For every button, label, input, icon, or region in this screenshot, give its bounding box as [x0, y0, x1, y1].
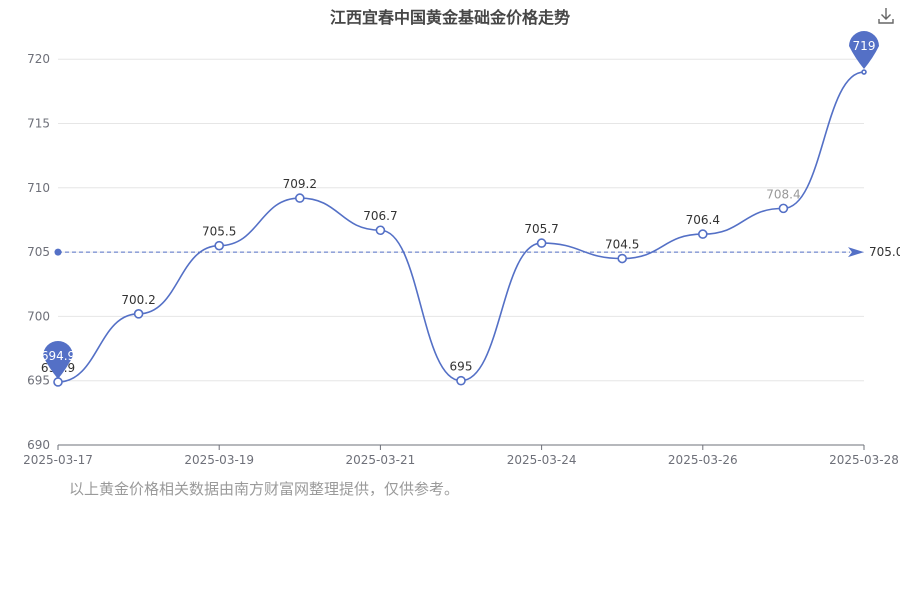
max-marker-label: 719	[853, 39, 876, 53]
series-line	[57, 71, 865, 383]
data-label: 706.4	[686, 213, 720, 227]
average-line-arrow	[848, 247, 864, 258]
footnote: 以上黄金价格相关数据由南方财富网整理提供，仅供参考。	[69, 480, 460, 498]
x-tick-label: 2025-03-28	[829, 453, 899, 467]
y-tick-label: 720	[27, 52, 50, 66]
data-label: 700.2	[121, 293, 155, 307]
x-tick-label: 2025-03-17	[23, 453, 93, 467]
min-marker-shape	[43, 340, 73, 379]
data-point	[53, 377, 63, 387]
x-tick-label: 2025-03-21	[346, 453, 416, 467]
data-point	[778, 203, 789, 214]
data-label: 705.7	[524, 222, 558, 236]
data-label: 705.5	[202, 225, 236, 239]
min-marker: 694.9	[41, 340, 75, 379]
data-label: 706.7	[363, 209, 397, 223]
average-line-label: 705.0	[869, 245, 900, 259]
y-tick-label: 690	[27, 438, 50, 452]
download-button[interactable]	[876, 6, 896, 26]
data-point	[214, 240, 224, 251]
chart-title: 江西宜春中国黄金基础金价格走势	[329, 8, 570, 27]
data-point	[294, 193, 305, 203]
data-label: 695	[450, 360, 473, 374]
data-point	[375, 225, 386, 236]
data-point	[536, 238, 547, 248]
data-label: 708.4	[766, 187, 800, 201]
average-line-start-dot	[54, 248, 62, 256]
data-label: 704.5	[605, 238, 639, 252]
max-marker: 719	[849, 31, 879, 70]
x-tick-label: 2025-03-26	[668, 453, 738, 467]
y-tick-label: 705	[27, 245, 50, 259]
y-tick-label: 695	[27, 374, 50, 388]
data-point	[697, 229, 708, 239]
data-label: 709.2	[283, 177, 317, 191]
y-tick-label: 715	[27, 117, 50, 131]
download-icon	[878, 8, 894, 24]
data-point	[133, 309, 144, 319]
y-tick-label: 700	[27, 309, 50, 323]
max-marker-shape	[849, 31, 879, 70]
x-tick-label: 2025-03-24	[507, 453, 577, 467]
data-point	[861, 69, 867, 75]
data-point	[617, 253, 628, 264]
x-tick-label: 2025-03-19	[184, 453, 254, 467]
y-tick-label: 710	[27, 181, 50, 195]
data-point	[456, 375, 466, 386]
min-marker-label: 694.9	[41, 349, 75, 363]
